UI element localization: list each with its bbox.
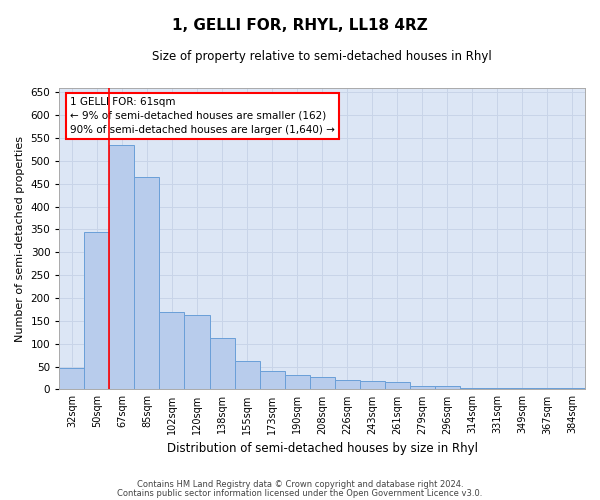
Text: Contains HM Land Registry data © Crown copyright and database right 2024.: Contains HM Land Registry data © Crown c…	[137, 480, 463, 489]
X-axis label: Distribution of semi-detached houses by size in Rhyl: Distribution of semi-detached houses by …	[167, 442, 478, 455]
Bar	[360, 381, 385, 390]
Text: 1, GELLI FOR, RHYL, LL18 4RZ: 1, GELLI FOR, RHYL, LL18 4RZ	[172, 18, 428, 32]
Bar	[59, 368, 85, 390]
Bar	[460, 388, 485, 390]
Y-axis label: Number of semi-detached properties: Number of semi-detached properties	[15, 136, 25, 342]
Bar	[260, 371, 284, 390]
Bar	[160, 312, 184, 390]
Bar	[310, 377, 335, 390]
Bar	[209, 338, 235, 390]
Bar	[85, 232, 109, 390]
Bar	[235, 361, 260, 390]
Bar	[385, 382, 410, 390]
Bar	[134, 177, 160, 390]
Bar	[435, 386, 460, 390]
Bar	[284, 375, 310, 390]
Bar	[535, 388, 560, 390]
Bar	[109, 145, 134, 390]
Title: Size of property relative to semi-detached houses in Rhyl: Size of property relative to semi-detach…	[152, 50, 492, 63]
Bar	[510, 388, 535, 390]
Text: 1 GELLI FOR: 61sqm
← 9% of semi-detached houses are smaller (162)
90% of semi-de: 1 GELLI FOR: 61sqm ← 9% of semi-detached…	[70, 97, 335, 135]
Bar	[184, 315, 209, 390]
Bar	[560, 388, 585, 390]
Bar	[485, 388, 510, 390]
Bar	[335, 380, 360, 390]
Bar	[410, 386, 435, 390]
Text: Contains public sector information licensed under the Open Government Licence v3: Contains public sector information licen…	[118, 488, 482, 498]
